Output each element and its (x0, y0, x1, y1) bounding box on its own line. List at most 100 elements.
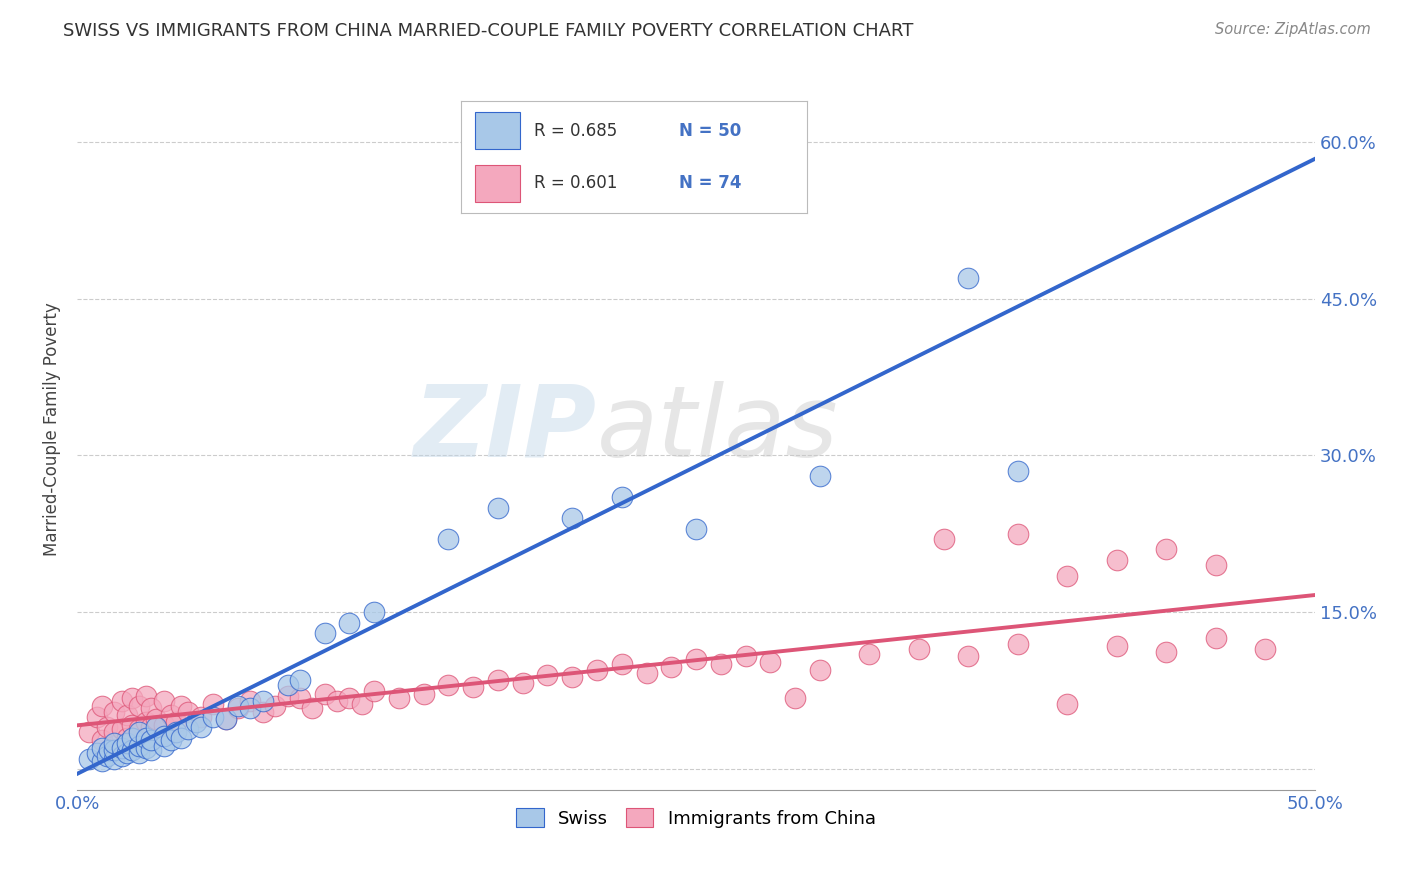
Point (177, 705, 200, 719)
Point (141, 732, 163, 747)
Point (1007, 526, 1029, 541)
Point (90, 754, 112, 768)
Point (277, 678, 299, 692)
Point (145, 712, 167, 726)
Point (111, 723, 134, 737)
Point (1007, 636, 1029, 650)
Point (170, 731, 193, 745)
Point (145, 720, 167, 734)
Point (363, 605, 385, 619)
Point (288, 673, 311, 687)
Point (86, 710, 108, 724)
Point (301, 701, 323, 715)
Point (1205, 558, 1227, 573)
Point (288, 690, 311, 705)
Point (314, 687, 336, 701)
Point (1105, 639, 1128, 653)
Point (98, 743, 121, 757)
Point (536, 668, 558, 682)
Point (486, 500, 509, 515)
Point (226, 699, 249, 714)
Point (128, 725, 150, 739)
Point (783, 690, 806, 705)
Point (463, 681, 485, 695)
Point (636, 665, 658, 680)
Point (437, 678, 460, 692)
Point (339, 615, 361, 630)
Point (239, 701, 262, 715)
Point (165, 714, 187, 729)
Point (610, 657, 633, 672)
Point (152, 694, 174, 708)
Point (79, 725, 101, 739)
Point (115, 707, 138, 722)
Point (141, 743, 163, 757)
Point (90, 741, 112, 756)
Point (135, 714, 157, 729)
Point (808, 663, 831, 677)
Text: Source: ZipAtlas.com: Source: ZipAtlas.com (1215, 22, 1371, 37)
Y-axis label: Married-Couple Family Poverty: Married-Couple Family Poverty (44, 302, 60, 556)
Point (610, 490, 633, 504)
Point (190, 710, 212, 724)
Point (710, 657, 733, 672)
Point (128, 739, 150, 753)
Point (90, 732, 112, 747)
Point (1105, 553, 1128, 567)
Text: ZIP: ZIP (413, 381, 598, 478)
Point (363, 683, 385, 698)
Point (128, 699, 150, 714)
Point (111, 694, 134, 708)
Point (858, 647, 880, 661)
Point (135, 689, 157, 703)
Legend: Swiss, Immigrants from China: Swiss, Immigrants from China (509, 801, 883, 835)
Point (437, 532, 460, 546)
Point (214, 712, 236, 726)
Point (239, 694, 262, 708)
Point (90, 699, 112, 714)
Point (932, 532, 955, 546)
Point (190, 720, 212, 734)
Text: atlas: atlas (598, 381, 838, 478)
Point (314, 626, 336, 640)
Point (141, 701, 163, 715)
Point (1254, 641, 1277, 656)
Point (202, 710, 225, 724)
Point (121, 718, 143, 732)
Point (561, 511, 583, 525)
Point (115, 736, 138, 750)
Point (165, 725, 187, 739)
Point (103, 751, 125, 765)
Point (202, 697, 225, 711)
Point (339, 690, 361, 705)
Point (252, 705, 274, 719)
Point (1056, 697, 1078, 711)
Point (96, 720, 118, 734)
Point (1156, 542, 1178, 557)
Point (177, 723, 200, 737)
Point (512, 676, 534, 690)
Point (103, 743, 125, 757)
Point (135, 731, 157, 745)
Point (141, 720, 163, 734)
Point (152, 718, 174, 732)
Point (957, 270, 980, 285)
Point (115, 731, 138, 745)
Point (111, 741, 134, 756)
Point (783, 182, 806, 196)
Point (121, 690, 143, 705)
Point (103, 725, 125, 739)
Point (908, 641, 931, 656)
Point (86, 747, 108, 761)
Point (1007, 464, 1029, 478)
Point (561, 670, 583, 684)
Point (115, 747, 138, 761)
Point (152, 739, 174, 753)
Point (486, 673, 509, 687)
Point (121, 731, 143, 745)
Point (957, 649, 980, 664)
Point (388, 690, 411, 705)
Point (160, 707, 183, 722)
Point (184, 714, 207, 729)
Point (135, 741, 157, 756)
